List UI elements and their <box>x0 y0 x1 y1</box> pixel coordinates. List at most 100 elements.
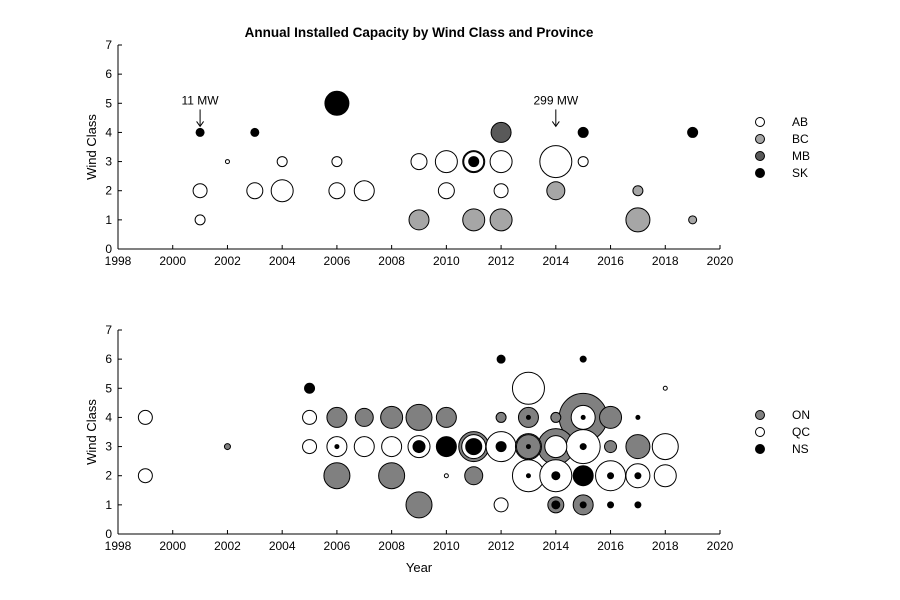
data-point-on <box>604 440 618 454</box>
data-point-sk <box>577 126 589 138</box>
data-point-sk <box>468 156 480 168</box>
x-tick-label: 2014 <box>542 254 569 268</box>
data-point-qc <box>511 371 545 405</box>
data-point-on <box>625 434 651 460</box>
data-point-qc <box>353 436 375 458</box>
data-point-ns <box>551 471 561 481</box>
data-point-qc <box>544 435 568 459</box>
legend-marker-sk <box>755 168 765 178</box>
y-tick-label: 5 <box>105 96 112 110</box>
data-point-qc <box>137 409 153 425</box>
x-tick-label: 2014 <box>542 539 569 553</box>
y-tick-label: 3 <box>105 155 112 169</box>
data-point-ns <box>496 354 506 364</box>
data-point-ns <box>525 444 531 450</box>
x-tick-label: 2004 <box>269 539 296 553</box>
data-point-ab <box>194 214 206 226</box>
y-tick-label: 6 <box>105 67 112 81</box>
y-tick-label: 1 <box>105 498 112 512</box>
data-point-ab <box>192 183 208 199</box>
data-point-ns <box>635 414 641 420</box>
legend-label-sk: SK <box>792 166 808 180</box>
data-point-ns <box>551 500 561 510</box>
data-point-qc <box>653 464 677 488</box>
data-point-ns <box>579 355 587 363</box>
x-tick-label: 2010 <box>433 539 460 553</box>
y-tick-label: 6 <box>105 352 112 366</box>
data-point-bc <box>408 209 430 231</box>
annotation-label: 299 MW <box>533 93 578 107</box>
x-tick-label: 2020 <box>707 254 734 268</box>
x-tick-label: 2004 <box>269 254 296 268</box>
data-point-ab <box>437 182 455 200</box>
annotation-arrow-head <box>196 121 205 128</box>
x-tick-label: 2006 <box>324 539 351 553</box>
data-point-on <box>599 405 623 429</box>
data-point-ab <box>246 182 264 200</box>
legend-label-ab: AB <box>792 115 808 129</box>
data-point-qc <box>302 409 318 425</box>
y-tick-label: 7 <box>105 323 112 337</box>
x-tick-label: 2000 <box>159 254 186 268</box>
y-tick-label: 5 <box>105 381 112 395</box>
legend-marker-mb <box>755 151 765 161</box>
y-tick-label: 4 <box>105 125 112 139</box>
y-axis-label: Wind Class <box>84 114 99 180</box>
data-point-on <box>354 407 374 427</box>
data-point-ab <box>489 150 513 174</box>
x-tick-label: 2008 <box>378 539 405 553</box>
legend-marker-on <box>755 410 765 420</box>
data-point-ns <box>304 382 316 394</box>
data-point-mb <box>490 121 512 143</box>
y-tick-label: 4 <box>105 410 112 424</box>
data-point-bc <box>688 215 698 225</box>
data-point-ns <box>634 472 642 480</box>
data-point-sk <box>324 90 350 116</box>
y-axis-label: Wind Class <box>84 399 99 465</box>
data-point-on <box>326 406 348 428</box>
data-point-ab <box>224 159 230 165</box>
legend-marker-bc <box>755 134 765 144</box>
data-point-ns <box>465 438 483 456</box>
x-tick-label: 2016 <box>597 254 624 268</box>
x-tick-label: 2020 <box>707 539 734 553</box>
legend-label-ns: NS <box>792 442 809 456</box>
data-point-ns <box>579 443 587 451</box>
legend-label-qc: QC <box>792 425 810 439</box>
x-tick-label: 2018 <box>652 539 679 553</box>
data-point-ab <box>434 150 458 174</box>
data-point-ns <box>634 501 642 509</box>
data-point-ns <box>525 414 531 420</box>
data-point-ab <box>328 182 346 200</box>
y-tick-label: 1 <box>105 213 112 227</box>
x-tick-label: 2010 <box>433 254 460 268</box>
data-point-on <box>495 411 507 423</box>
data-point-bc <box>546 181 566 201</box>
data-point-sk <box>195 127 205 137</box>
data-point-on <box>550 411 562 423</box>
x-tick-label: 2006 <box>324 254 351 268</box>
data-point-bc <box>625 207 651 233</box>
data-point-ns <box>525 473 531 479</box>
data-point-ab <box>270 179 294 203</box>
data-point-bc <box>632 185 644 197</box>
data-point-on <box>405 403 433 431</box>
data-point-sk <box>250 127 260 137</box>
data-point-on <box>223 443 231 451</box>
data-point-on <box>405 491 433 519</box>
y-tick-label: 3 <box>105 440 112 454</box>
annotation-arrow-head <box>551 121 560 128</box>
data-point-ns <box>334 444 340 450</box>
legend-marker-qc <box>755 427 765 437</box>
data-point-ab <box>331 156 343 168</box>
y-tick-label: 2 <box>105 469 112 483</box>
data-point-qc <box>443 473 449 479</box>
x-tick-label: 2012 <box>488 539 515 553</box>
data-point-ns <box>435 436 457 458</box>
data-point-ns <box>607 472 615 480</box>
data-point-ab <box>539 145 573 179</box>
legend-label-on: ON <box>792 408 810 422</box>
annotation-label: 11 MW <box>182 93 220 107</box>
data-point-ns <box>579 501 587 509</box>
